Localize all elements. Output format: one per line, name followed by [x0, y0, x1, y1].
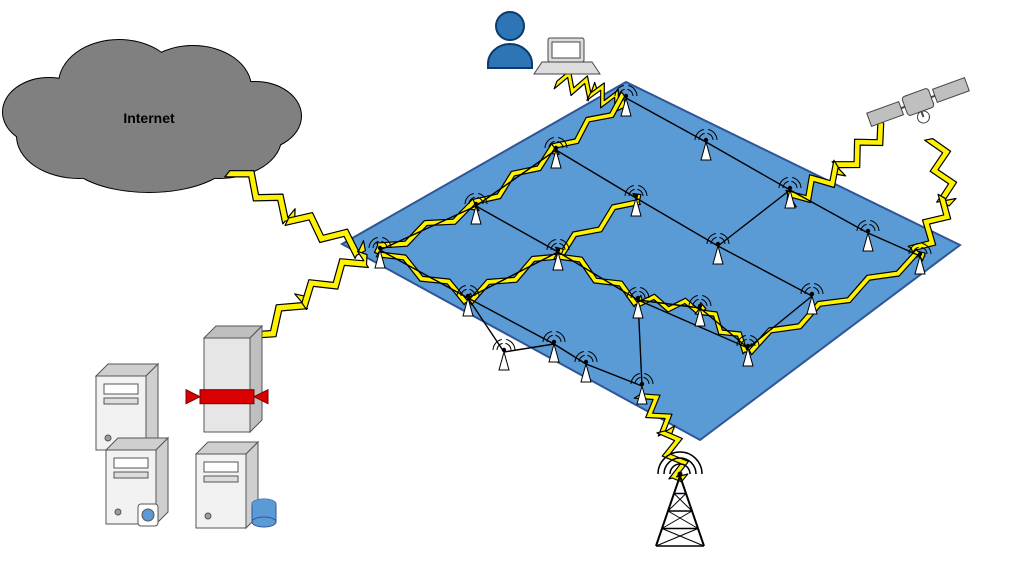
server-icon	[106, 438, 168, 526]
mesh-node-icon	[493, 340, 515, 370]
diagram-canvas: Internet	[0, 0, 1018, 563]
lightning-bolt	[657, 431, 689, 482]
lightning-bolt	[302, 251, 369, 309]
firewall-icon	[186, 326, 268, 432]
user-icon	[488, 12, 532, 68]
lightning-bolt	[225, 171, 295, 224]
internet-cloud: Internet	[3, 40, 301, 192]
server-icon	[96, 364, 158, 450]
internet-label: Internet	[123, 110, 175, 126]
lightning-bolt	[832, 118, 884, 176]
lightning-bolt	[285, 213, 365, 259]
laptop-icon	[534, 38, 600, 74]
mesh-plane	[342, 82, 960, 440]
server-icon	[196, 442, 276, 528]
